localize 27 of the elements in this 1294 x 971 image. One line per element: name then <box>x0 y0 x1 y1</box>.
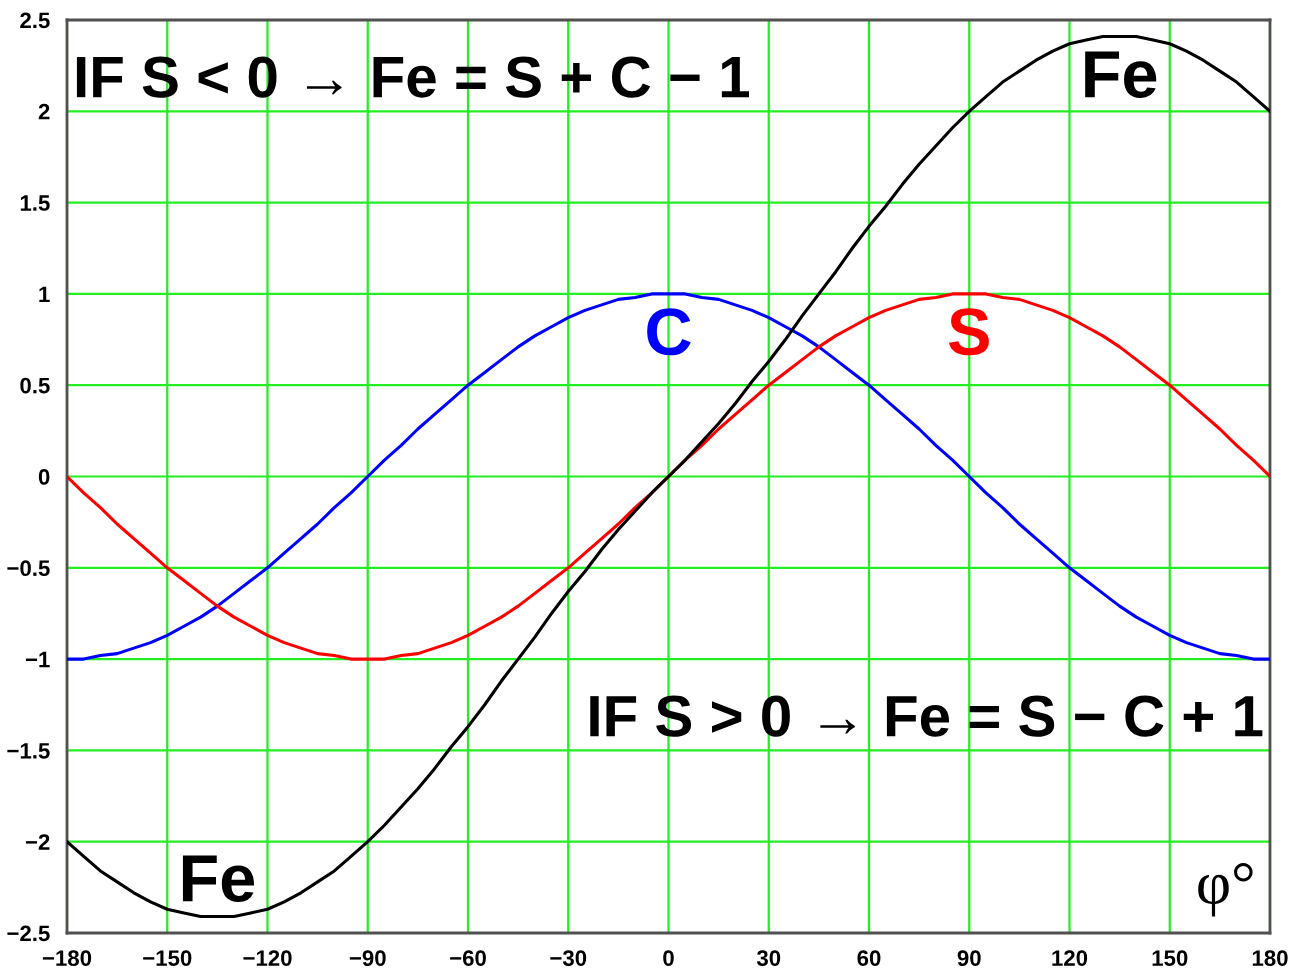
y-tick-label: −1.5 <box>7 743 50 759</box>
x-tick-label: −90 <box>349 950 386 966</box>
x-tick-label: −150 <box>143 950 192 966</box>
x-tick-label: 180 <box>1252 950 1288 966</box>
y-tick-label: −0.5 <box>7 560 50 577</box>
annotation: Fe <box>182 855 254 902</box>
y-tick-label: 1.5 <box>20 195 50 211</box>
x-tick-label: −60 <box>450 950 486 966</box>
series-label: Fe <box>1085 51 1157 98</box>
y-tick-label: 0 <box>38 469 50 485</box>
y-tick-label: 0.5 <box>20 377 50 394</box>
y-tick-label: −2.5 <box>7 925 50 942</box>
y-tick-label: 2 <box>38 103 50 120</box>
y-tick-label: 2.5 <box>20 12 50 29</box>
x-tick-label: −180 <box>42 950 92 966</box>
x-tick-label: 60 <box>857 950 881 966</box>
y-tick-label: −2 <box>25 834 50 850</box>
x-tick-label: 0 <box>663 950 674 966</box>
x-axis-title: φ° <box>1198 862 1253 917</box>
y-tick-label: 1 <box>39 286 50 302</box>
x-tick-label: 30 <box>756 950 781 967</box>
y-tick-label: −1 <box>25 651 50 668</box>
x-tick-label: 120 <box>1052 950 1088 966</box>
x-tick-label: −120 <box>243 950 292 966</box>
x-tick-label: 90 <box>957 950 981 966</box>
x-tick-label: −30 <box>550 950 587 967</box>
x-tick-label: 150 <box>1152 950 1188 966</box>
